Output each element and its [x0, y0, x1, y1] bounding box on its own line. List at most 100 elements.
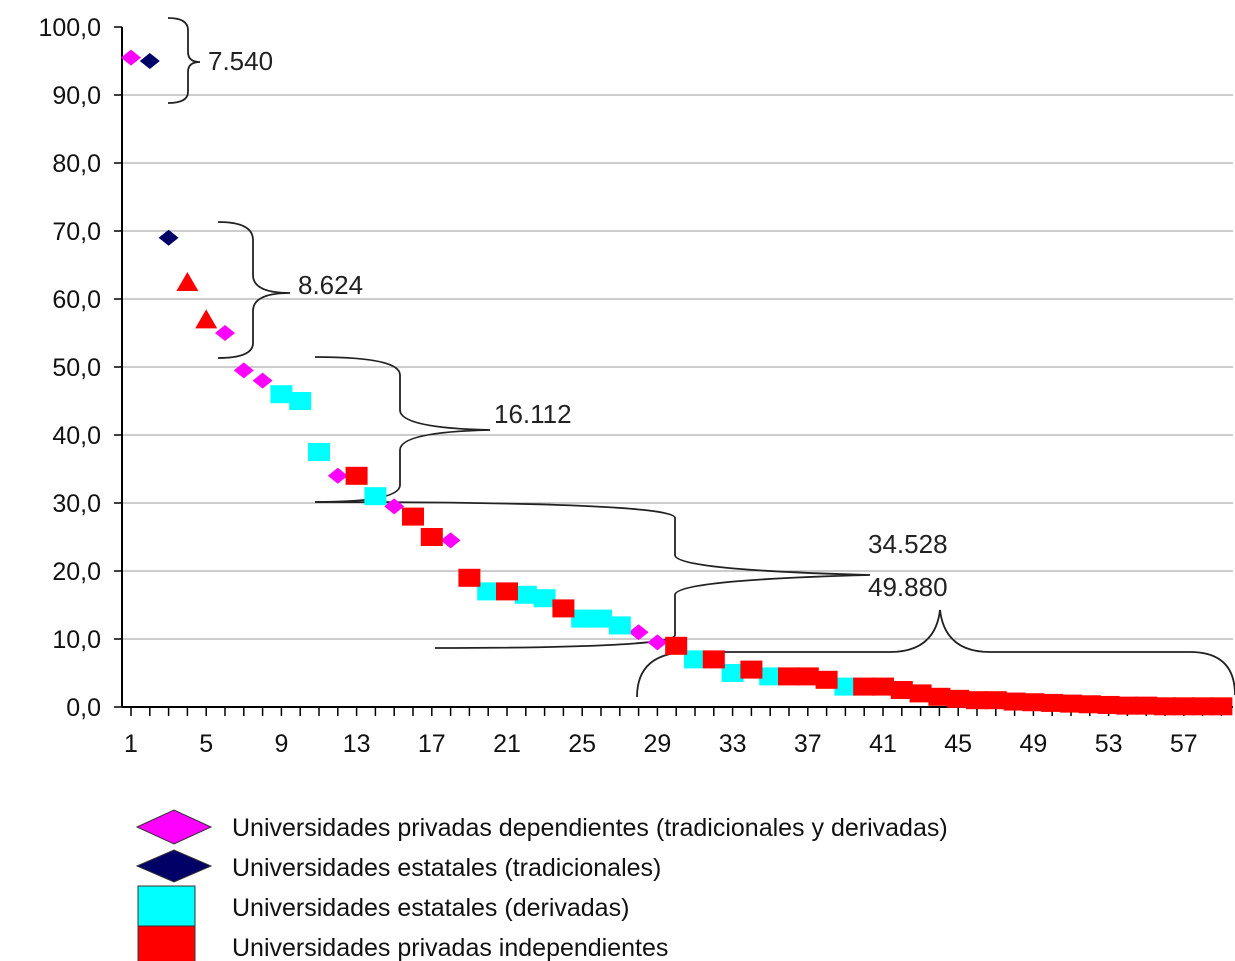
legend-item: Universidades estatales (derivadas)	[137, 885, 629, 927]
data-point-square	[590, 609, 612, 628]
legend-swatch-red-square	[137, 925, 196, 961]
legend-label: Universidades estatales (derivadas)	[232, 894, 629, 922]
data-point-diamond	[139, 53, 160, 69]
y-tick-label: 50,0	[52, 354, 101, 382]
data-point-square	[1172, 697, 1195, 716]
data-point-square	[1135, 696, 1158, 715]
brace-1	[167, 17, 201, 104]
legend-swatch-navy-diamond	[135, 849, 213, 883]
data-point-square	[665, 636, 688, 655]
brace-5	[636, 609, 1235, 698]
x-tick-label: 45	[944, 730, 972, 758]
data-point-square	[796, 667, 819, 686]
data-point-square	[1060, 694, 1082, 713]
data-point-square	[1191, 697, 1214, 716]
legend-label: Universidades estatales (tradicionales)	[232, 854, 661, 882]
x-tick-label: 49	[1019, 730, 1047, 758]
data-point-diamond	[327, 467, 348, 484]
y-tick-label: 0,0	[66, 694, 101, 722]
data-point-square	[966, 691, 988, 710]
y-tick-label: 30,0	[52, 490, 101, 518]
data-point-square	[420, 528, 443, 546]
annotation-label: 16.112	[494, 399, 572, 429]
y-tick-label: 10,0	[52, 626, 101, 654]
annotation-label: 34.528	[868, 529, 948, 559]
data-point-square	[1003, 692, 1026, 711]
data-point-square	[1097, 695, 1120, 714]
legend-item: Universidades estatales (tradicionales)	[135, 849, 661, 883]
annotation-label: 7.540	[208, 46, 273, 76]
data-point-square	[778, 667, 800, 686]
x-tick-label: 9	[274, 730, 288, 758]
x-tick-label: 29	[643, 730, 671, 758]
x-tick-label: 25	[568, 730, 596, 758]
data-point-square	[571, 609, 594, 628]
brace-2	[217, 221, 291, 359]
x-tick-label: 5	[199, 730, 213, 758]
data-point-square	[477, 582, 500, 601]
x-tick-label: 13	[343, 730, 371, 758]
legend-item: Universidades privadas dependientes (tra…	[135, 809, 948, 845]
data-point-triangle	[176, 272, 199, 291]
data-point-triangle	[195, 309, 218, 329]
data-point-square	[853, 677, 876, 696]
data-point-square	[1022, 693, 1045, 712]
y-tick-label: 60,0	[52, 286, 101, 314]
annotation-label: 8.624	[298, 270, 363, 300]
y-tick-label: 40,0	[52, 422, 101, 450]
data-point-square	[1116, 696, 1139, 715]
data-point-square	[815, 670, 838, 689]
legend-swatch-cyan-square	[137, 885, 196, 927]
data-point-square	[289, 392, 312, 410]
data-point-square	[872, 677, 894, 696]
x-tick-label: 37	[794, 730, 822, 758]
data-point-square	[947, 689, 970, 708]
legend-label: Universidades privadas independientes	[232, 934, 668, 961]
x-tick-label: 21	[493, 730, 521, 758]
data-point-square	[345, 466, 368, 485]
legend-swatch-magenta-diamond	[135, 809, 213, 845]
data-point-diamond	[215, 325, 235, 341]
y-tick-label: 70,0	[52, 218, 101, 246]
data-point-diamond	[628, 624, 649, 641]
data-point-square	[608, 616, 631, 635]
data-point-square	[984, 691, 1007, 710]
data-point-square	[834, 677, 857, 696]
data-point-diamond	[233, 362, 254, 379]
data-point-diamond	[252, 372, 273, 389]
data-point-square	[496, 582, 518, 601]
x-tick-labels: 1 5 9 13 17 21 25 29 33 37 41 45 49 53 57	[124, 707, 1223, 758]
data-point-square	[721, 664, 744, 682]
data-marks	[121, 49, 1233, 716]
legend-item: Universidades privadas independientes	[137, 925, 668, 961]
x-tick-label: 17	[418, 730, 446, 758]
data-point-square	[533, 589, 556, 608]
data-point-square	[1154, 697, 1176, 716]
legend-label: Universidades privadas dependientes (tra…	[232, 814, 948, 842]
data-point-square	[702, 650, 725, 669]
x-tick-label: 41	[869, 730, 897, 758]
y-tick-labels: 0,0 10,0 20,0 30,0 40,0 50,0 60,0 70,0 80,0 90,0 1…	[38, 14, 122, 722]
data-point-square	[909, 684, 932, 703]
data-point-square	[740, 660, 763, 679]
data-point-square	[890, 681, 913, 699]
x-tick-label: 33	[719, 730, 747, 758]
x-tick-label: 53	[1095, 730, 1123, 758]
data-point-diamond	[158, 229, 179, 246]
data-point-square	[1078, 695, 1101, 714]
data-point-square	[270, 385, 293, 404]
data-point-square	[552, 599, 575, 618]
y-tick-label: 80,0	[52, 150, 101, 178]
data-point-square	[402, 507, 424, 526]
data-point-square	[458, 568, 481, 587]
annotation-labels: 7.540 8.624 16.112 34.528 49.880	[208, 46, 948, 602]
x-tick-label: 1	[124, 730, 138, 758]
data-point-diamond	[121, 49, 141, 66]
data-point-square	[684, 650, 706, 669]
data-point-diamond	[647, 634, 668, 651]
grid-lines	[122, 94, 1233, 640]
annotation-braces	[167, 17, 1235, 698]
y-tick-label: 20,0	[52, 558, 101, 586]
y-tick-label: 90,0	[52, 82, 101, 110]
